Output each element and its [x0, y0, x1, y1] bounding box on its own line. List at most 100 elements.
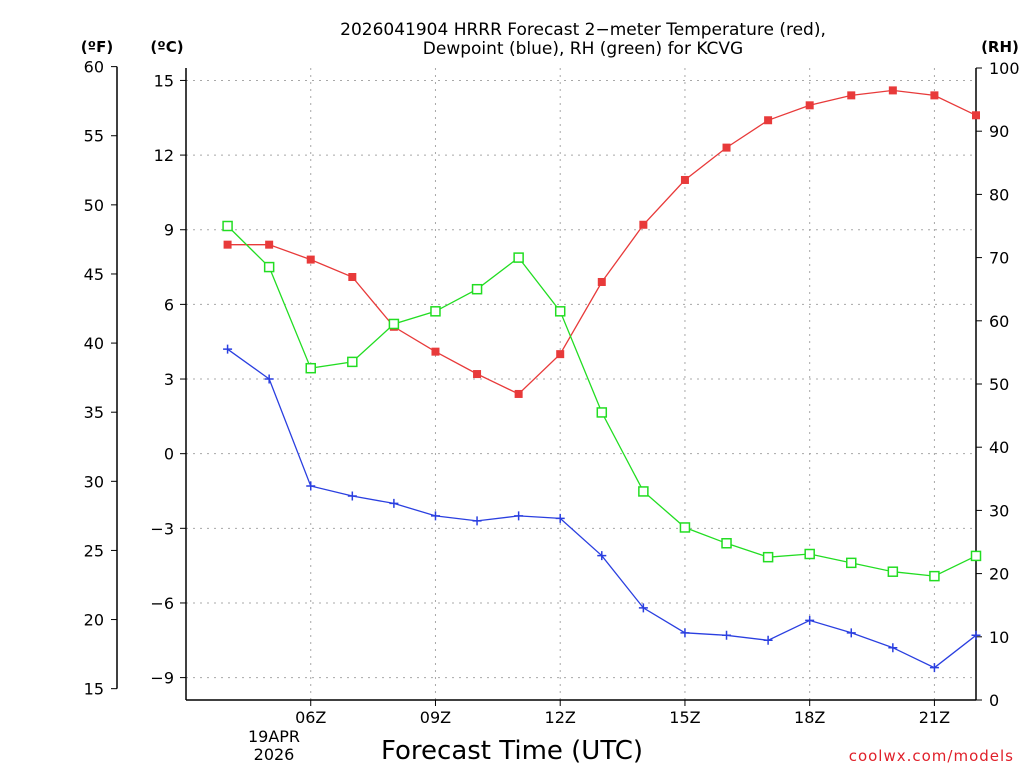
- celsius-tick-label: 12: [154, 146, 174, 165]
- x-tick-label: 18Z: [794, 708, 825, 727]
- rh-tick-label: 50: [989, 375, 1009, 394]
- title-line-2: Dewpoint (blue), RH (green) for KCVG: [423, 39, 743, 59]
- x-tick-label: 12Z: [545, 708, 576, 727]
- dewpoint-point: [347, 491, 357, 501]
- rh-point: [347, 356, 358, 368]
- rh-point: [513, 252, 524, 263]
- rh-point: [596, 407, 608, 418]
- fahrenheit-tick-label: 40: [84, 334, 104, 353]
- date-label-year: 2026: [254, 745, 295, 764]
- temperature-point: [223, 240, 232, 249]
- series-dewpoint: [223, 344, 981, 673]
- temperature-point: [805, 101, 814, 110]
- series-layer: [222, 86, 982, 673]
- temperature-point: [265, 240, 274, 249]
- rh-point: [929, 570, 940, 582]
- rh-point: [430, 306, 441, 317]
- x-tick-label: 09Z: [420, 708, 451, 727]
- temperature-point: [473, 370, 482, 379]
- dewpoint-point: [763, 635, 773, 645]
- dewpoint-point: [389, 498, 399, 508]
- dewpoint-point: [638, 603, 648, 613]
- temperature-line: [227, 89, 977, 395]
- rh-tick-label: 40: [989, 438, 1009, 457]
- celsius-tick-label: 15: [154, 71, 174, 90]
- rh-point: [471, 283, 483, 295]
- rh-point: [554, 306, 566, 317]
- rh-point: [305, 362, 316, 374]
- temperature-point: [556, 350, 565, 359]
- fahrenheit-tick-label: 45: [84, 265, 104, 284]
- dewpoint-point: [514, 511, 524, 521]
- rh-point: [679, 522, 691, 533]
- rh-tick-label: 10: [989, 628, 1009, 647]
- axes: [116, 66, 977, 701]
- celsius-tick-label: −6: [150, 594, 174, 613]
- rh-tick-label: 100: [989, 59, 1020, 78]
- fahrenheit-tick-label: 50: [84, 196, 104, 215]
- dewpoint-point: [597, 551, 607, 561]
- dewpoint-point: [223, 344, 233, 354]
- temperature-point: [888, 86, 897, 95]
- rh-unit-label: (RH): [981, 38, 1019, 56]
- temperature-point: [306, 255, 315, 264]
- rh-point: [846, 557, 857, 569]
- dewpoint-point: [846, 628, 856, 638]
- rh-point: [970, 550, 982, 562]
- date-label-day: 19APR: [248, 727, 300, 746]
- celsius-axis: 15 12 9 6 3 0 −3 −6 −9: [150, 71, 186, 688]
- temperature-point: [348, 273, 357, 282]
- celsius-tick-label: 6: [164, 295, 174, 314]
- rh-point: [263, 261, 275, 273]
- grid-lines: [186, 68, 976, 700]
- dewpoint-point: [430, 511, 440, 521]
- temperature-point: [639, 220, 648, 229]
- x-axis: 06Z 09Z 12Z 15Z 18Z 21Z: [295, 700, 950, 727]
- x-tick-label: 15Z: [669, 708, 700, 727]
- rh-tick-label: 20: [989, 565, 1009, 584]
- rh-point: [804, 548, 815, 560]
- rh-point: [762, 551, 774, 563]
- dewpoint-point: [722, 630, 732, 640]
- rh-tick-label: 0: [989, 691, 999, 710]
- rh-point: [388, 318, 400, 330]
- rh-point: [638, 486, 649, 497]
- rh-tick-label: 90: [989, 122, 1009, 141]
- dewpoint-point: [680, 628, 690, 638]
- dewpoint-point: [805, 615, 815, 625]
- celsius-tick-label: 9: [164, 221, 174, 240]
- dewpoint-point: [888, 643, 898, 653]
- temperature-point: [972, 111, 980, 120]
- temperature-point: [431, 347, 440, 356]
- celsius-unit-label: (ºC): [150, 38, 183, 56]
- celsius-tick-label: −9: [150, 669, 174, 688]
- title-line-1: 2026041904 HRRR Forecast 2−meter Tempera…: [340, 20, 826, 40]
- dewpoint-point: [306, 481, 316, 491]
- fahrenheit-tick-label: 60: [84, 58, 104, 77]
- x-axis-title: Forecast Time (UTC): [381, 736, 643, 766]
- dewpoint-line: [227, 348, 977, 669]
- rh-tick-label: 30: [989, 501, 1009, 520]
- temperature-point: [930, 91, 939, 100]
- x-tick-label: 06Z: [295, 708, 326, 727]
- fahrenheit-tick-label: 15: [84, 680, 104, 699]
- x-tick-label: 21Z: [919, 708, 950, 727]
- temperature-point: [680, 175, 689, 184]
- dewpoint-point: [264, 374, 274, 384]
- fahrenheit-tick-label: 35: [84, 403, 104, 422]
- dewpoint-point: [971, 630, 981, 640]
- fahrenheit-tick-label: 25: [84, 541, 104, 560]
- chart-title: 2026041904 HRRR Forecast 2−meter Tempera…: [340, 20, 826, 59]
- fahrenheit-tick-label: 20: [84, 611, 104, 630]
- credit-text: coolwx.com/models: [849, 747, 1014, 765]
- fahrenheit-tick-label: 55: [84, 127, 104, 146]
- temperature-point: [847, 91, 856, 100]
- fahrenheit-unit-label: (ºF): [81, 38, 113, 56]
- temperature-point: [514, 389, 523, 398]
- dewpoint-point: [929, 663, 939, 673]
- dewpoint-point: [555, 513, 565, 523]
- rh-tick-label: 70: [989, 249, 1009, 268]
- celsius-tick-label: 0: [164, 445, 174, 464]
- rh-point: [887, 566, 899, 577]
